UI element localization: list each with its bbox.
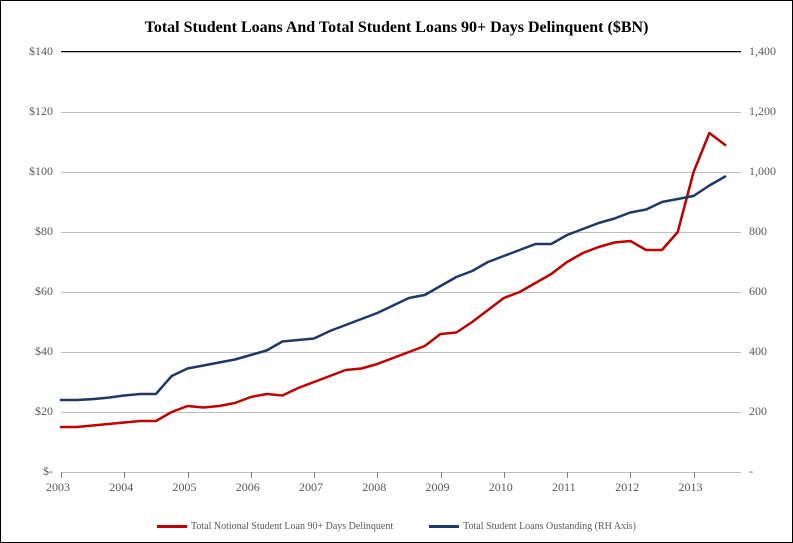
y-left-tick-label: $40 bbox=[35, 344, 53, 359]
x-tick-label: 2009 bbox=[426, 480, 450, 495]
y-right-tick-label: 1,400 bbox=[749, 44, 776, 59]
x-tick bbox=[314, 472, 315, 478]
x-tick bbox=[251, 472, 252, 478]
x-tick-label: 2003 bbox=[46, 480, 70, 495]
y-left-tick-label: $100 bbox=[29, 164, 53, 179]
legend-swatch bbox=[429, 525, 459, 528]
legend: Total Notional Student Loan 90+ Days Del… bbox=[1, 521, 792, 532]
series-svg bbox=[61, 52, 741, 472]
x-tick-label: 2011 bbox=[552, 480, 576, 495]
y-right-tick-label: - bbox=[749, 464, 753, 479]
y-left-tick-label: $- bbox=[43, 464, 53, 479]
legend-item: Total Student Loans Oustanding (RH Axis) bbox=[429, 521, 636, 532]
series-line bbox=[61, 133, 725, 427]
y-right-tick-label: 1,200 bbox=[749, 104, 776, 119]
plot-area: $- - $20 200 $40 400 $60 600 $80 800 $10… bbox=[61, 51, 741, 472]
y-right-tick-label: 600 bbox=[749, 284, 767, 299]
x-tick-label: 2006 bbox=[236, 480, 260, 495]
chart-container: Total Student Loans And Total Student Lo… bbox=[0, 0, 793, 543]
x-tick-label: 2013 bbox=[679, 480, 703, 495]
x-tick-label: 2005 bbox=[173, 480, 197, 495]
y-left-tick-label: $20 bbox=[35, 404, 53, 419]
y-left-tick-label: $120 bbox=[29, 104, 53, 119]
y-right-tick-label: 400 bbox=[749, 344, 767, 359]
x-tick-label: 2007 bbox=[299, 480, 323, 495]
x-tick-label: 2010 bbox=[489, 480, 513, 495]
x-tick-label: 2008 bbox=[362, 480, 386, 495]
gridline bbox=[61, 472, 741, 473]
series-line bbox=[61, 177, 725, 401]
y-left-tick-label: $80 bbox=[35, 224, 53, 239]
legend-item: Total Notional Student Loan 90+ Days Del… bbox=[157, 521, 393, 532]
x-tick-label: 2004 bbox=[109, 480, 133, 495]
x-tick bbox=[694, 472, 695, 478]
y-right-tick-label: 200 bbox=[749, 404, 767, 419]
y-left-tick-label: $140 bbox=[29, 44, 53, 59]
legend-label: Total Notional Student Loan 90+ Days Del… bbox=[191, 521, 393, 532]
x-tick bbox=[567, 472, 568, 478]
x-tick bbox=[124, 472, 125, 478]
x-tick bbox=[441, 472, 442, 478]
x-tick bbox=[61, 472, 62, 478]
x-tick bbox=[630, 472, 631, 478]
y-right-tick-label: 800 bbox=[749, 224, 767, 239]
x-tick bbox=[504, 472, 505, 478]
y-right-tick-label: 1,000 bbox=[749, 164, 776, 179]
x-tick-label: 2012 bbox=[615, 480, 639, 495]
x-tick bbox=[188, 472, 189, 478]
x-tick bbox=[377, 472, 378, 478]
legend-label: Total Student Loans Oustanding (RH Axis) bbox=[463, 521, 636, 532]
y-left-tick-label: $60 bbox=[35, 284, 53, 299]
legend-swatch bbox=[157, 525, 187, 528]
chart-title: Total Student Loans And Total Student Lo… bbox=[1, 19, 792, 37]
